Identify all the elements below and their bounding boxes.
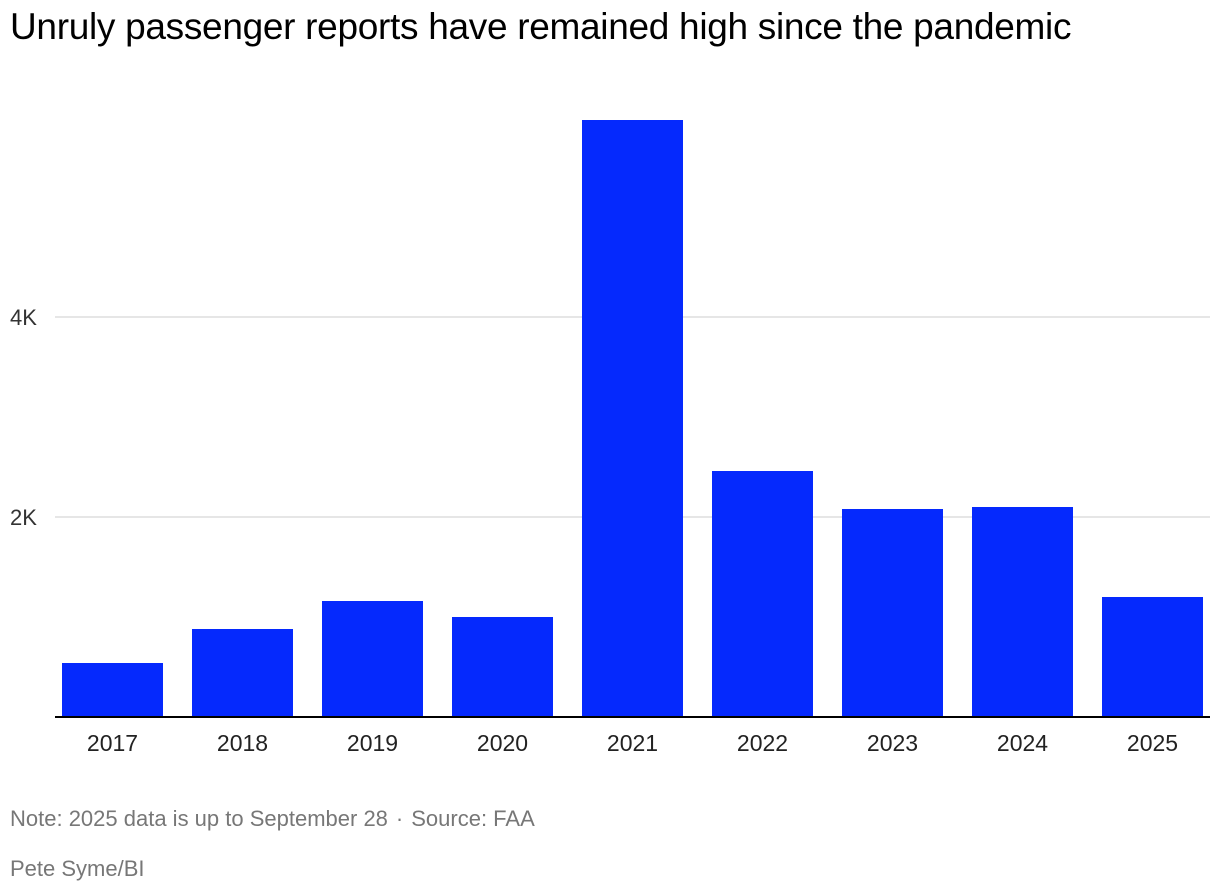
x-tick-label: 2023 <box>867 730 918 756</box>
x-tick-label: 2021 <box>607 730 658 756</box>
x-tick-label: 2018 <box>217 730 268 756</box>
bar <box>842 509 943 717</box>
bar <box>62 663 163 717</box>
chart-note-line: Note: 2025 data is up to September 28 · So… <box>10 806 535 832</box>
separator-dot: · <box>395 806 404 831</box>
bar <box>712 471 813 717</box>
y-tick-label: 4K <box>10 305 37 330</box>
chart-note: Note: 2025 data is up to September 28 <box>10 806 388 831</box>
chart-source: Source: FAA <box>411 806 535 831</box>
bar-chart: 2K 4K 2017 2018 2019 2020 2021 2022 2023 2024 2025 <box>10 120 1210 756</box>
x-tick-label: 2022 <box>737 730 788 756</box>
x-tick-label: 2024 <box>997 730 1048 756</box>
bar <box>972 507 1073 717</box>
x-tick-label: 2025 <box>1127 730 1178 756</box>
bar <box>582 120 683 717</box>
chart-credit: Pete Syme/BI <box>10 856 145 881</box>
bar <box>322 601 423 717</box>
x-tick-label: 2019 <box>347 730 398 756</box>
x-tick-label: 2020 <box>477 730 528 756</box>
x-tick-label: 2017 <box>87 730 138 756</box>
chart-title: Unruly passenger reports have remained h… <box>10 6 1072 47</box>
bar <box>192 629 293 717</box>
bar <box>1102 597 1203 717</box>
y-tick-label: 2K <box>10 505 37 530</box>
bar <box>452 617 553 717</box>
